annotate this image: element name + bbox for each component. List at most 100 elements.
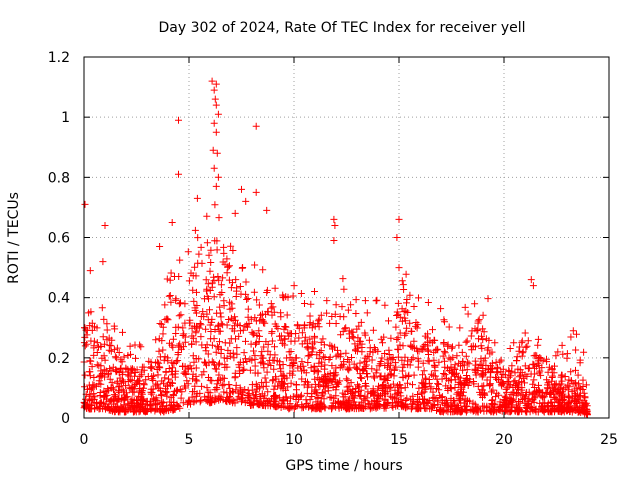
data-point — [447, 399, 455, 407]
data-point — [359, 402, 367, 410]
data-point — [548, 377, 556, 385]
data-point — [245, 320, 253, 327]
data-point — [218, 382, 226, 390]
data-point — [571, 402, 579, 410]
data-point — [364, 373, 371, 381]
data-point — [330, 237, 338, 244]
data-point — [515, 379, 523, 387]
data-point — [190, 358, 198, 366]
data-point — [543, 358, 551, 366]
data-point — [195, 355, 203, 363]
data-point — [228, 397, 236, 405]
data-point — [519, 374, 527, 382]
data-point — [423, 334, 431, 342]
data-point — [307, 364, 315, 372]
data-point — [236, 322, 244, 329]
data-point — [165, 365, 173, 372]
data-point — [328, 403, 336, 411]
data-point — [118, 386, 126, 394]
data-point — [368, 365, 376, 373]
data-point — [447, 363, 455, 371]
data-point — [215, 395, 223, 402]
data-point — [249, 401, 257, 408]
data-point — [406, 291, 414, 299]
data-point — [440, 347, 448, 355]
data-point — [363, 309, 371, 317]
data-point — [219, 396, 227, 404]
data-point — [499, 378, 507, 386]
data-point — [567, 397, 575, 405]
data-point — [444, 403, 452, 411]
data-point — [147, 358, 155, 366]
data-point — [212, 128, 220, 136]
data-point — [488, 348, 496, 356]
data-point — [279, 402, 287, 410]
data-point — [205, 399, 213, 407]
data-point — [339, 275, 347, 283]
data-point — [167, 298, 175, 306]
data-point — [344, 306, 352, 314]
data-point — [439, 352, 447, 360]
data-point — [340, 401, 348, 409]
data-point — [172, 367, 180, 375]
data-point — [208, 341, 216, 349]
data-point — [318, 389, 326, 396]
data-points — [80, 77, 591, 419]
data-point — [399, 281, 407, 289]
data-point — [450, 397, 458, 405]
data-point — [468, 327, 476, 335]
data-point — [441, 371, 449, 379]
data-point — [284, 383, 292, 391]
data-point — [480, 328, 488, 336]
data-point — [326, 319, 334, 327]
data-point — [166, 276, 174, 284]
data-point — [157, 392, 165, 400]
data-point — [474, 326, 482, 334]
data-point — [290, 405, 298, 413]
data-point — [220, 374, 228, 382]
data-point — [223, 269, 231, 277]
data-point — [390, 365, 398, 373]
data-point — [353, 325, 361, 333]
data-point — [216, 359, 223, 367]
data-point — [137, 343, 145, 351]
data-point — [264, 347, 272, 355]
data-point — [332, 352, 340, 360]
data-point — [201, 295, 208, 303]
data-point — [552, 395, 560, 403]
data-point — [269, 376, 277, 384]
data-point — [480, 382, 488, 390]
data-point — [86, 368, 94, 376]
data-point — [214, 322, 222, 330]
data-point — [406, 319, 414, 327]
data-point — [191, 226, 199, 234]
data-point — [229, 388, 237, 396]
data-point — [195, 250, 203, 258]
data-point — [437, 394, 445, 401]
data-point — [481, 354, 489, 362]
data-point — [387, 354, 395, 362]
data-point — [166, 339, 173, 347]
data-point — [538, 403, 545, 411]
data-point — [83, 331, 91, 339]
data-point — [358, 374, 366, 382]
data-point — [402, 307, 410, 315]
data-point — [300, 324, 308, 332]
data-point — [161, 316, 169, 324]
data-point — [204, 392, 212, 400]
data-point — [407, 343, 415, 350]
data-point — [211, 326, 219, 333]
data-point — [93, 349, 101, 356]
data-point — [449, 354, 457, 362]
data-point — [208, 283, 216, 291]
data-point — [572, 346, 580, 354]
data-point — [525, 400, 533, 407]
data-point — [471, 400, 479, 408]
data-point — [172, 323, 180, 331]
data-point — [483, 376, 491, 384]
data-point — [228, 300, 236, 308]
data-point — [427, 383, 435, 391]
data-point — [165, 292, 173, 300]
data-point — [470, 406, 478, 414]
data-point — [258, 348, 266, 356]
